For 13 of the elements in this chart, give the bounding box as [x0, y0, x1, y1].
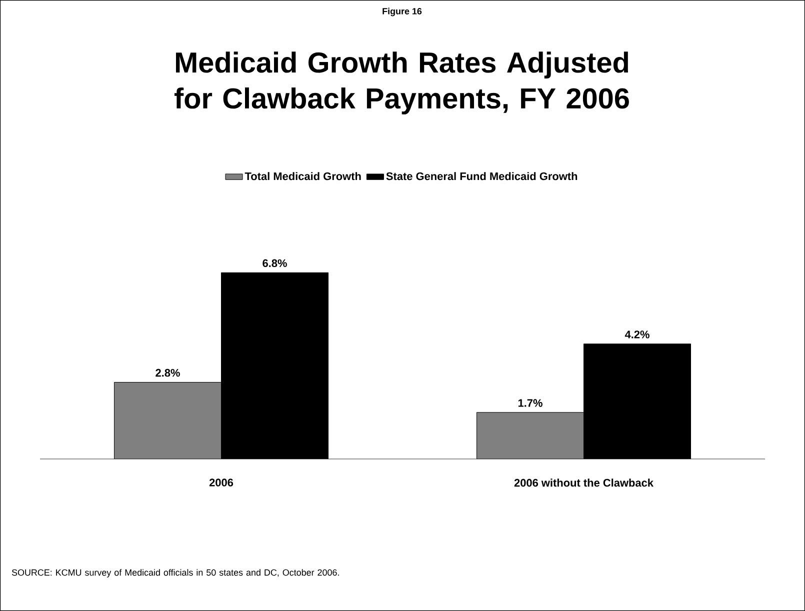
data-label: 1.7%	[518, 399, 542, 407]
chart-title: Medicaid Growth Rates Adjusted for Clawback Payments, FY 2006	[174, 52, 629, 114]
data-label: 4.2%	[624, 330, 650, 338]
legend-label: State General Fund Medicaid Growth	[386, 172, 578, 180]
chart-subtitle: Figure 16	[382, 8, 422, 16]
data-label: 2.8%	[156, 368, 180, 377]
bar	[476, 412, 584, 459]
legend-label: Total Medicaid Growth	[244, 172, 361, 180]
data-label: 6.8%	[262, 259, 287, 268]
x-tick-label: 2006	[209, 478, 234, 486]
x-tick-label: 2006 without the Clawback	[514, 478, 654, 487]
bar	[114, 382, 222, 459]
source-note: SOURCE: KCMU survey of Medicaid officials in 50 states and DC, October 2006.	[12, 569, 339, 578]
